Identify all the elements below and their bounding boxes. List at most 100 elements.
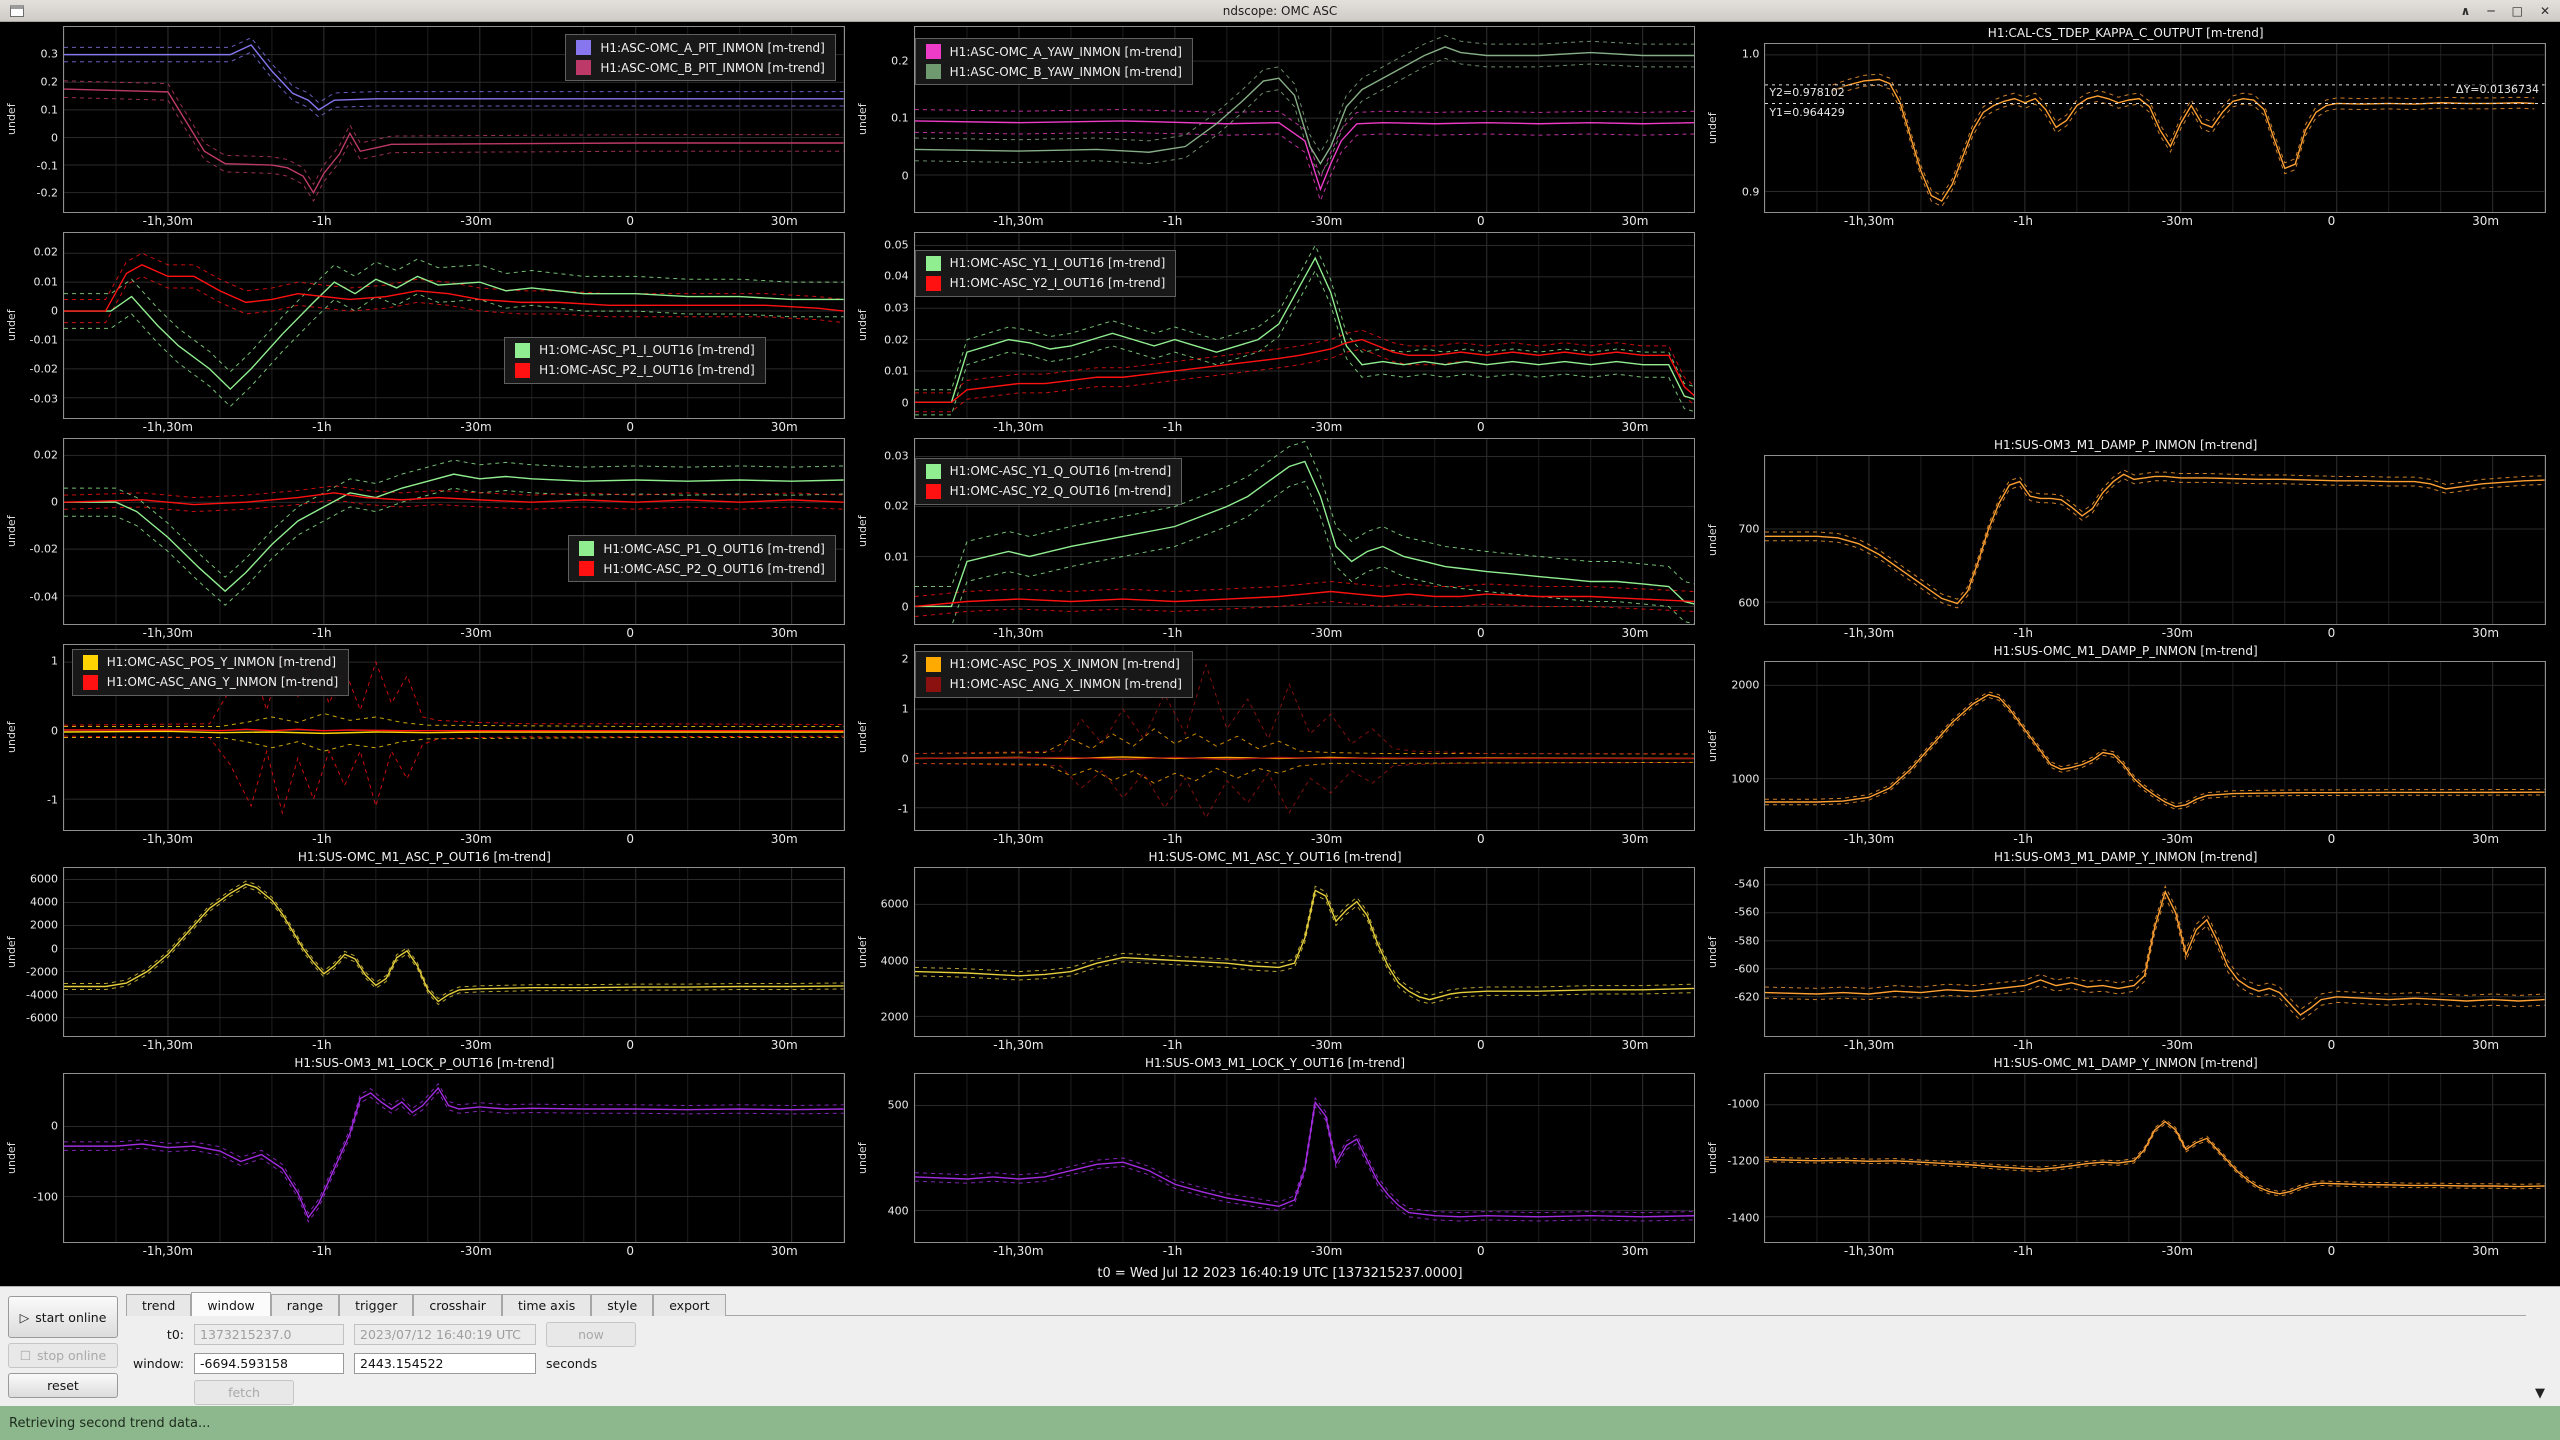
window-start-input[interactable] xyxy=(194,1353,344,1374)
tab-crosshair[interactable]: crosshair xyxy=(413,1294,502,1316)
plot-title: H1:SUS-OMC_M1_ASC_Y_OUT16 [m-trend] xyxy=(1148,850,1402,864)
status-text: Retrieving second trend data... xyxy=(9,1415,211,1431)
plot-canvas[interactable]: H1:OMC-ASC_P1_I_OUT16 [m-trend] H1:OMC-AS… xyxy=(63,232,845,419)
plot-legend[interactable]: H1:OMC-ASC_P1_I_OUT16 [m-trend] H1:OMC-AS… xyxy=(504,336,766,384)
y-axis-label: undef xyxy=(855,515,869,548)
plot-legend[interactable]: H1:OMC-ASC_POS_Y_INMON [m-trend] H1:OMC-A… xyxy=(71,648,350,696)
x-tick-label: 0 xyxy=(2327,1244,2336,1258)
legend-label: H1:ASC-OMC_A_PIT_INMON [m-trend] xyxy=(600,40,825,55)
plot-omc-asc-pos-y[interactable]: undef 1 0 -1 H1:OMC-ASC_POS_Y_INMON [m-trend… xyxy=(2,642,853,848)
plot-canvas[interactable] xyxy=(1764,867,2546,1037)
plot-sus-omc-asc-p[interactable]: H1:SUS-OMC_M1_ASC_P_OUT16 [m-trend] undef… xyxy=(2,848,853,1054)
plot-asc-omc-yaw[interactable]: undef 0.2 0.1 0 H1:ASC-OMC_A_YAW_INMON [m-tr… xyxy=(853,24,1704,230)
window-field-label: window: xyxy=(133,1356,184,1371)
plot-canvas[interactable]: H1:OMC-ASC_POS_X_INMON [m-trend] H1:OMC-A… xyxy=(913,644,1696,831)
legend-label: H1:OMC-ASC_P1_I_OUT16 [m-trend] xyxy=(539,343,755,358)
window-end-input[interactable] xyxy=(354,1353,536,1374)
close-icon[interactable]: ✕ xyxy=(2539,3,2550,18)
plot-canvas[interactable] xyxy=(63,1073,845,1243)
y-tick-label: -620 xyxy=(1734,990,1760,1004)
plot-legend[interactable]: H1:ASC-OMC_A_YAW_INMON [m-trend] H1:ASC-O… xyxy=(914,38,1193,86)
maximize-icon[interactable]: □ xyxy=(2511,3,2523,18)
x-axis-ticks: -1h,30m -1h -30m 0 30m xyxy=(65,213,836,230)
x-axis-ticks: -1h,30m -1h -30m 0 30m xyxy=(65,1037,836,1054)
plot-sus-omc-asc-y[interactable]: H1:SUS-OMC_M1_ASC_Y_OUT16 [m-trend] undef… xyxy=(853,848,1704,1054)
plot-kappa-c[interactable]: H1:CAL-CS_TDEP_KAPPA_C_OUTPUT [m-trend] u… xyxy=(1703,24,2554,230)
tab-trigger[interactable]: trigger xyxy=(339,1294,414,1316)
plot-canvas[interactable]: Y2=0.978102 Y1=0.964429 ΔY=0.0136734 xyxy=(1764,43,2546,213)
plot-omc-asc-y-q[interactable]: undef 0.03 0.02 0.01 0 H1:OMC-ASC_Y1_Q_OUT16 … xyxy=(853,436,1704,642)
plot-canvas[interactable]: H1:OMC-ASC_POS_Y_INMON [m-trend] H1:OMC-A… xyxy=(63,644,845,831)
plot-canvas[interactable] xyxy=(1764,1073,2546,1243)
y-tick-label: 0.2 xyxy=(891,54,909,68)
x-tick-label: -1h xyxy=(1162,1244,1183,1258)
y-tick-label: 0.02 xyxy=(33,245,59,259)
plot-omc-asc-y-i[interactable]: undef 0.05 0.04 0.03 0.02 0.01 0 H1:OMC-ASC_Y1_… xyxy=(853,230,1704,436)
plot-om3-lock-y[interactable]: H1:SUS-OM3_M1_LOCK_Y_OUT16 [m-trend] unde… xyxy=(853,1054,1704,1260)
y-axis-label: undef xyxy=(855,721,869,754)
legend-item: H1:OMC-ASC_POS_Y_INMON [m-trend] xyxy=(82,654,338,670)
plot-title: H1:SUS-OMC_M1_ASC_P_OUT16 [m-trend] xyxy=(297,850,551,864)
reset-button[interactable]: reset xyxy=(8,1373,118,1398)
plot-om3-lock-p[interactable]: H1:SUS-OM3_M1_LOCK_P_OUT16 [m-trend] unde… xyxy=(2,1054,853,1260)
start-online-button[interactable]: ▷ start online xyxy=(8,1296,118,1338)
x-tick-label: -1h xyxy=(1162,420,1183,434)
legend-label: H1:OMC-ASC_P2_Q_OUT16 [m-trend] xyxy=(603,561,825,576)
plot-canvas[interactable] xyxy=(913,867,1696,1037)
y-axis-ticks: 6000 4000 2000 0 -2000 -4000 -6000 xyxy=(19,867,63,1037)
plot-legend[interactable]: H1:OMC-ASC_Y1_Q_OUT16 [m-trend] H1:OMC-AS… xyxy=(914,457,1183,505)
plot-om3-damp-y[interactable]: H1:SUS-OM3_M1_DAMP_Y_INMON [m-trend] unde… xyxy=(1703,848,2554,1054)
plot-canvas[interactable] xyxy=(63,867,845,1037)
x-tick-label: 30m xyxy=(1621,1244,1649,1258)
x-tick-label: -30m xyxy=(2161,626,2193,640)
plot-omc-asc-p-q[interactable]: undef 0.02 0 -0.02 -0.04 H1:OMC-ASC_P1_Q_OUT1… xyxy=(2,436,853,642)
x-tick-label: 30m xyxy=(770,1244,798,1258)
plot-legend[interactable]: H1:OMC-ASC_Y1_I_OUT16 [m-trend] H1:OMC-AS… xyxy=(914,249,1177,297)
legend-item: H1:OMC-ASC_POS_X_INMON [m-trend] xyxy=(925,656,1182,672)
plot-omc-damp-y[interactable]: H1:SUS-OMC_M1_DAMP_Y_INMON [m-trend] unde… xyxy=(1703,1054,2554,1260)
tab-export[interactable]: export xyxy=(653,1294,726,1316)
plot-legend[interactable]: H1:ASC-OMC_A_PIT_INMON [m-trend] H1:ASC-O… xyxy=(565,34,836,82)
plot-om3-damp-p[interactable]: H1:SUS-OM3_M1_DAMP_P_INMON [m-trend] unde… xyxy=(1703,436,2554,642)
plot-canvas[interactable]: H1:OMC-ASC_Y1_I_OUT16 [m-trend] H1:OMC-AS… xyxy=(913,232,1696,419)
plot-canvas[interactable] xyxy=(1764,455,2546,625)
x-tick-label: 0 xyxy=(626,420,634,434)
y-axis-ticks: 1.0 0.9 xyxy=(1720,43,1764,213)
plot-canvas[interactable]: H1:ASC-OMC_A_YAW_INMON [m-trend] H1:ASC-O… xyxy=(913,26,1696,213)
y-tick-label: 700 xyxy=(1738,522,1760,536)
y-axis-ticks: 6000 4000 2000 xyxy=(870,867,914,1037)
plot-canvas[interactable]: H1:OMC-ASC_P1_Q_OUT16 [m-trend] H1:OMC-AS… xyxy=(63,438,845,625)
y-axis-ticks: 0 -100 xyxy=(19,1073,63,1243)
plot-asc-omc-pit[interactable]: undef 0.3 0.2 0.1 0 -0.1 -0.2 H1:ASC-OMC_A_PIT_… xyxy=(2,24,853,230)
plot-canvas[interactable]: H1:ASC-OMC_A_PIT_INMON [m-trend] H1:ASC-O… xyxy=(63,26,845,213)
tab-window[interactable]: window xyxy=(191,1292,271,1316)
plot-legend[interactable]: H1:OMC-ASC_POS_X_INMON [m-trend] H1:OMC-A… xyxy=(914,650,1193,698)
plot-canvas[interactable] xyxy=(1764,661,2546,831)
plot-canvas[interactable] xyxy=(913,1073,1696,1243)
plot-omc-asc-pos-x[interactable]: undef 2 1 0 -1 H1:OMC-ASC_POS_X_INMON [m-tren… xyxy=(853,642,1704,848)
minimize-icon[interactable]: ─ xyxy=(2487,3,2495,18)
y-axis-label: undef xyxy=(5,515,18,548)
plot-omc-damp-p[interactable]: H1:SUS-OMC_M1_DAMP_P_INMON [m-trend] unde… xyxy=(1703,642,2554,848)
plot-canvas[interactable]: H1:OMC-ASC_Y1_Q_OUT16 [m-trend] H1:OMC-AS… xyxy=(913,438,1696,625)
x-axis-ticks: -1h,30m -1h -30m 0 30m xyxy=(916,1037,1687,1054)
x-tick-label: 0 xyxy=(1476,1244,1485,1258)
shade-icon[interactable]: ∧ xyxy=(2460,3,2471,18)
plot-omc-asc-p-i[interactable]: undef 0.02 0.01 0 -0.01 -0.02 -0.03 H1:OMC-ASC_… xyxy=(2,230,853,436)
x-axis-ticks: -1h,30m -1h -30m 0 30m xyxy=(65,625,836,642)
y-tick-label: -100 xyxy=(33,1190,58,1204)
y-tick-label: 0 xyxy=(51,1119,58,1133)
plot-legend[interactable]: H1:OMC-ASC_P1_Q_OUT16 [m-trend] H1:OMC-AS… xyxy=(568,535,836,583)
y-axis-label: undef xyxy=(1706,524,1720,556)
dropdown-arrow-icon[interactable]: ▼ xyxy=(2535,1386,2545,1401)
legend-swatch xyxy=(579,541,595,557)
y-tick-label: -0.04 xyxy=(29,590,58,604)
x-tick-label: 0 xyxy=(626,832,634,846)
tab-trend[interactable]: trend xyxy=(126,1294,192,1316)
tab-style[interactable]: style xyxy=(591,1294,654,1316)
legend-item: H1:OMC-ASC_P1_I_OUT16 [m-trend] xyxy=(515,342,755,358)
legend-swatch xyxy=(925,483,941,499)
tab-range[interactable]: range xyxy=(270,1294,340,1316)
y-tick-label: 0.1 xyxy=(891,111,909,125)
tab-time-axis[interactable]: time axis xyxy=(501,1294,592,1316)
